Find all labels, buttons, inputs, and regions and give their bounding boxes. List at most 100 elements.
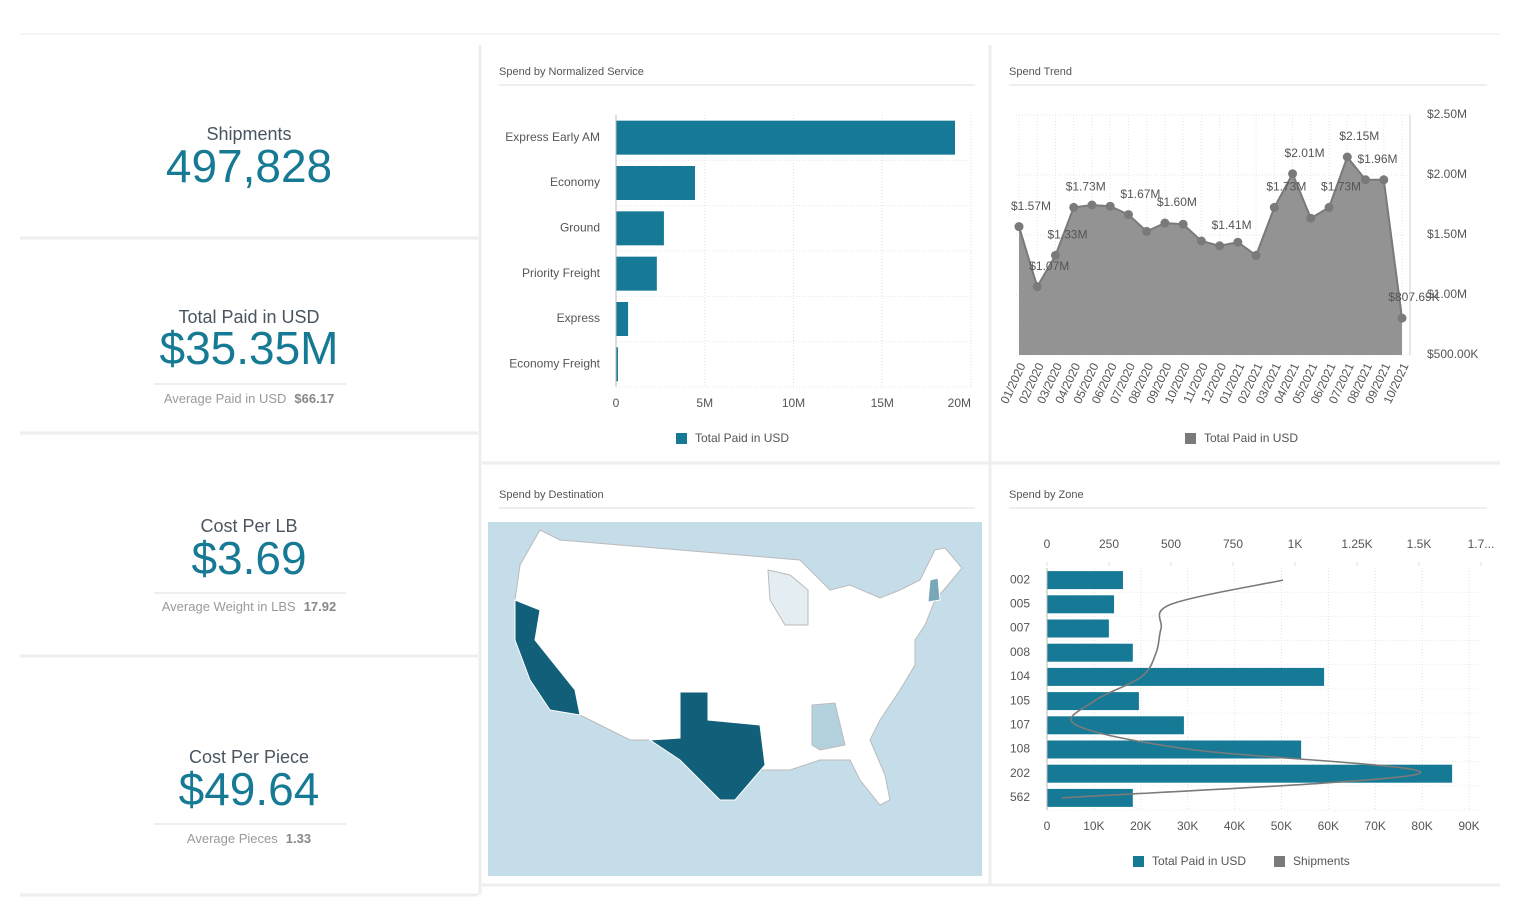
bar (1047, 643, 1133, 662)
x-tick-label: 20K (1130, 819, 1151, 833)
kpi-title: Cost Per LB (200, 516, 297, 536)
y-tick-label: $500.00K (1427, 347, 1478, 361)
x-tick-label: 20M (948, 396, 971, 410)
kpi-sub: Average Paid in USD $66.17 (164, 391, 334, 406)
point (1379, 175, 1389, 185)
y-category-label: Economy (550, 175, 600, 189)
point (1215, 241, 1225, 251)
data-label: $1.33M (1047, 228, 1087, 242)
state (767, 569, 809, 626)
legend-swatch (1274, 856, 1285, 867)
y-category-label: Express Early AM (505, 130, 600, 144)
data-label: $2.01M (1285, 146, 1325, 160)
kpi-sub-label: Average Weight in LBS (162, 599, 296, 614)
x-tick-label: 5M (696, 396, 713, 410)
bar (1047, 571, 1123, 590)
bar (1047, 619, 1109, 638)
kpi-title: Shipments (206, 124, 291, 144)
bar (1047, 716, 1184, 735)
kpi-sub-value: $66.17 (294, 391, 334, 406)
y-tick-label: $1.50M (1427, 227, 1467, 241)
bar (616, 302, 629, 336)
data-label: $2.15M (1339, 129, 1379, 143)
x-tick-label: 0 (613, 396, 620, 410)
bar (616, 211, 664, 246)
data-label: $1.07M (1029, 259, 1069, 273)
y-category-label: 202 (1010, 766, 1030, 780)
point (1087, 200, 1097, 210)
kpi-value: $3.69 (191, 532, 306, 584)
bar (616, 256, 657, 291)
y-tick-label: $2.00M (1427, 167, 1467, 181)
x-tick-label: 50K (1271, 819, 1292, 833)
x2-tick-label: 1.7... (1468, 537, 1495, 551)
y-category-label: Ground (560, 221, 600, 235)
kpi-sub-value: 1.33 (286, 831, 311, 846)
point (1069, 202, 1079, 212)
line (1061, 579, 1422, 799)
point (1032, 282, 1042, 292)
y-category-label: 104 (1010, 669, 1030, 683)
point (1050, 250, 1060, 260)
y-category-label: Economy Freight (509, 357, 600, 371)
map: Spend by Destination (488, 489, 982, 876)
panel-title: Spend by Destination (499, 489, 604, 501)
point (1251, 250, 1261, 260)
panel-title: Spend by Normalized Service (499, 66, 644, 78)
x-tick-label: 10K (1083, 819, 1104, 833)
data-label: $1.96M (1358, 152, 1398, 166)
point (1160, 218, 1170, 228)
data-label: $1.73M (1066, 180, 1106, 194)
point (1288, 169, 1298, 179)
point (1196, 236, 1206, 246)
legend-label: Total Paid in USD (695, 431, 789, 445)
y-category-label: 107 (1010, 717, 1030, 731)
kpi-sub-value: 17.92 (304, 599, 337, 614)
kpi-value: 497,828 (166, 140, 332, 192)
panel-title: Spend by Zone (1009, 489, 1084, 501)
point (1361, 175, 1371, 185)
y-category-label: 562 (1010, 790, 1030, 804)
data-label: $1.73M (1321, 180, 1361, 194)
kpi-sub-label: Average Pieces (187, 831, 278, 846)
y-category-label: 008 (1010, 645, 1030, 659)
x2-tick-label: 250 (1099, 537, 1119, 551)
kpi-sub-label: Average Paid in USD (164, 391, 287, 406)
point (1142, 226, 1152, 236)
x2-tick-label: 750 (1223, 537, 1243, 551)
kpi-title: Cost Per Piece (189, 747, 309, 767)
point (1269, 202, 1279, 212)
state (514, 599, 581, 716)
x2-tick-label: 1.5K (1407, 537, 1432, 551)
point (1233, 237, 1243, 247)
bar (616, 166, 695, 200)
bar (616, 120, 956, 155)
y-category-label: Express (557, 311, 600, 325)
x-tick-label: 70K (1365, 819, 1386, 833)
x-tick-label: 90K (1458, 819, 1479, 833)
bar (1047, 788, 1133, 807)
legend-label: Total Paid in USD (1204, 431, 1298, 445)
point (1306, 213, 1316, 223)
point (1397, 313, 1407, 323)
bar (1047, 764, 1453, 783)
point (1123, 210, 1133, 220)
y-category-label: 007 (1010, 621, 1030, 635)
y-tick-label: $2.50M (1427, 107, 1467, 121)
data-label: $1.41M (1212, 218, 1252, 232)
point (1324, 202, 1334, 212)
data-label: $1.67M (1120, 187, 1160, 201)
data-label: $1.57M (1011, 199, 1051, 213)
kpi-sub: Average Weight in LBS 17.92 (162, 599, 336, 614)
y-tick-label: $1.00M (1427, 287, 1467, 301)
y-category-label: 005 (1010, 596, 1030, 610)
kpi-title: Total Paid in USD (178, 307, 319, 327)
point (1105, 201, 1115, 211)
x2-tick-label: 1.25K (1341, 537, 1372, 551)
point (1014, 222, 1024, 232)
x-tick-label: 60K (1318, 819, 1339, 833)
data-label: $1.60M (1157, 195, 1197, 209)
y-category-label: 105 (1010, 693, 1030, 707)
point (1178, 219, 1188, 229)
